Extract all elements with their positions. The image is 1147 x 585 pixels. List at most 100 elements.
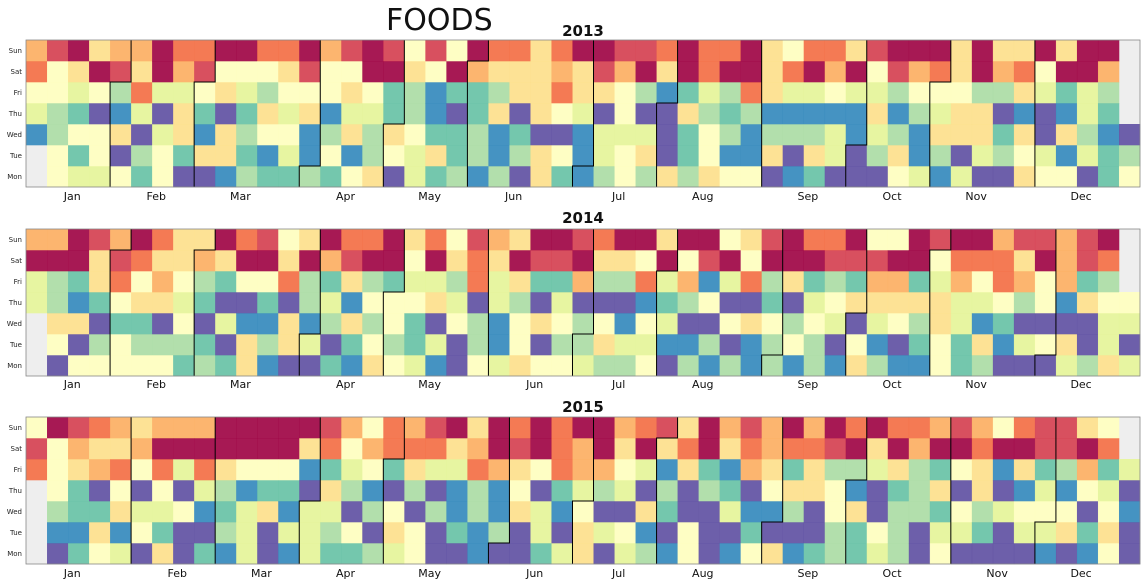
day-cell bbox=[299, 103, 321, 125]
day-cell bbox=[383, 124, 405, 146]
day-cell bbox=[698, 417, 720, 439]
day-cell bbox=[803, 250, 826, 272]
weekday-label: Wed bbox=[7, 508, 22, 516]
day-cell bbox=[803, 229, 826, 251]
day-cell bbox=[1055, 40, 1078, 62]
day-cell bbox=[887, 522, 910, 544]
day-cell bbox=[551, 417, 573, 439]
day-cell bbox=[1097, 166, 1120, 188]
month-label: Mar bbox=[251, 567, 272, 580]
day-cell bbox=[761, 334, 783, 356]
day-cell bbox=[68, 250, 90, 272]
day-cell bbox=[278, 543, 300, 565]
day-cell bbox=[488, 166, 510, 188]
day-cell bbox=[593, 250, 615, 272]
day-cell bbox=[215, 250, 237, 272]
day-cell bbox=[341, 355, 363, 377]
day-cell bbox=[761, 250, 783, 272]
day-cell bbox=[530, 82, 552, 104]
day-cell bbox=[1034, 61, 1057, 83]
day-cell bbox=[635, 334, 657, 356]
day-cell bbox=[803, 313, 826, 335]
day-cell bbox=[1076, 166, 1099, 188]
day-cell bbox=[68, 501, 90, 523]
day-cell bbox=[1055, 480, 1078, 502]
day-cell bbox=[446, 438, 468, 460]
day-cell bbox=[740, 417, 762, 439]
day-cell bbox=[698, 40, 720, 62]
day-cell bbox=[68, 103, 90, 125]
day-cell bbox=[824, 543, 847, 565]
day-cell bbox=[68, 355, 90, 377]
day-cell bbox=[341, 103, 363, 125]
day-cell bbox=[614, 82, 636, 104]
day-cell bbox=[1076, 292, 1099, 314]
day-cell bbox=[236, 313, 258, 335]
day-cell bbox=[950, 82, 973, 104]
day-cell bbox=[1076, 543, 1099, 565]
day-cell bbox=[404, 522, 426, 544]
day-cell bbox=[341, 292, 363, 314]
day-cell bbox=[425, 145, 447, 167]
day-cell bbox=[446, 501, 468, 523]
day-cell bbox=[992, 61, 1015, 83]
day-cell bbox=[467, 480, 489, 502]
day-cell bbox=[257, 480, 279, 502]
day-cell bbox=[635, 103, 657, 125]
day-cell bbox=[362, 229, 384, 251]
day-cell bbox=[551, 355, 573, 377]
month-label: Jun bbox=[525, 378, 543, 391]
day-cell bbox=[614, 103, 636, 125]
day-cell bbox=[131, 124, 153, 146]
day-cell bbox=[740, 438, 762, 460]
day-cell bbox=[488, 40, 510, 62]
day-cell bbox=[677, 522, 699, 544]
day-cell bbox=[341, 417, 363, 439]
day-cell bbox=[1097, 480, 1120, 502]
day-cell bbox=[404, 459, 426, 481]
day-cell bbox=[635, 61, 657, 83]
day-cell bbox=[656, 229, 678, 251]
day-cell bbox=[320, 459, 342, 481]
day-cell bbox=[215, 145, 237, 167]
day-cell bbox=[257, 271, 279, 293]
day-cell bbox=[341, 82, 363, 104]
day-cell bbox=[740, 334, 762, 356]
day-cell bbox=[593, 40, 615, 62]
day-cell bbox=[929, 124, 952, 146]
day-cell bbox=[1034, 501, 1057, 523]
day-cell bbox=[803, 355, 826, 377]
day-cell bbox=[635, 145, 657, 167]
year-panel-2013: 2013 Jan Feb Mar Apr May Jun Jul Aug Sep Oct Nov Dec… bbox=[7, 22, 1141, 203]
day-cell bbox=[152, 40, 174, 62]
day-cell bbox=[551, 292, 573, 314]
day-cell bbox=[551, 40, 573, 62]
day-cell bbox=[236, 229, 258, 251]
day-cell bbox=[110, 145, 132, 167]
day-cell bbox=[257, 40, 279, 62]
day-cell bbox=[425, 501, 447, 523]
day-cell bbox=[656, 292, 678, 314]
day-cell bbox=[299, 145, 321, 167]
day-cell bbox=[908, 145, 931, 167]
month-label: Sep bbox=[798, 190, 819, 203]
day-cell bbox=[992, 103, 1015, 125]
day-cell bbox=[68, 145, 90, 167]
day-cell bbox=[782, 480, 804, 502]
day-cell bbox=[908, 166, 931, 188]
day-cell bbox=[47, 145, 69, 167]
day-cell bbox=[488, 124, 510, 146]
day-cell bbox=[1013, 229, 1036, 251]
day-cell bbox=[719, 40, 741, 62]
month-label: Aug bbox=[692, 567, 713, 580]
day-cell bbox=[719, 417, 741, 439]
day-cell bbox=[1076, 501, 1099, 523]
day-cell bbox=[1118, 166, 1141, 188]
day-cell bbox=[845, 61, 868, 83]
day-cell bbox=[677, 61, 699, 83]
day-cell bbox=[677, 459, 699, 481]
day-cell bbox=[47, 543, 69, 565]
day-cell bbox=[971, 82, 994, 104]
day-cell bbox=[89, 334, 111, 356]
day-cell bbox=[194, 103, 216, 125]
